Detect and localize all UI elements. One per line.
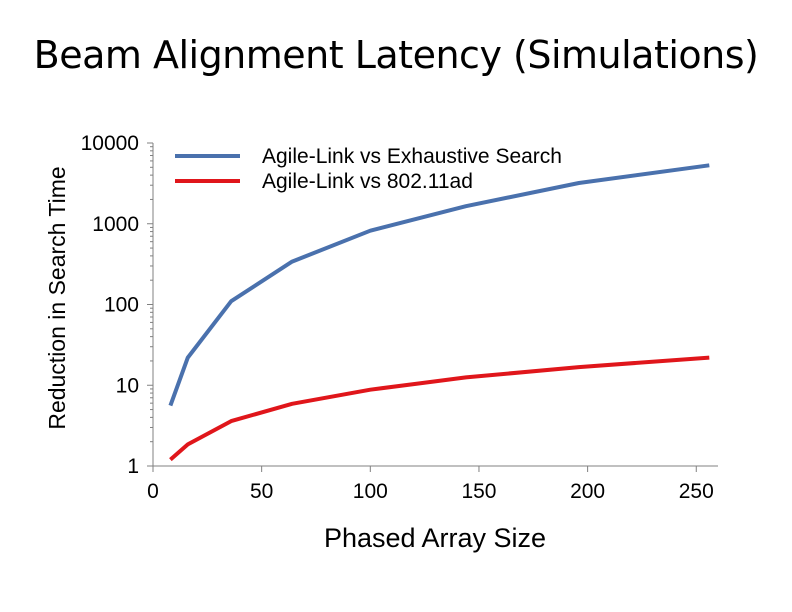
x-tick-label: 250 xyxy=(679,480,714,503)
x-axis-title: Phased Array Size xyxy=(324,523,546,553)
slide-title: Beam Alignment Latency (Simulations) xyxy=(33,33,759,77)
series-line-2 xyxy=(169,355,710,462)
y-tick-label: 100 xyxy=(104,294,139,317)
legend: Agile-Link vs Exhaustive SearchAgile-Lin… xyxy=(175,145,562,193)
x-tick-label: 0 xyxy=(147,480,159,503)
x-tick-label: 150 xyxy=(461,480,496,503)
y-axis-title: Reduction in Search Time xyxy=(44,166,70,429)
x-tick-label: 200 xyxy=(570,480,605,503)
series-line-1 xyxy=(168,163,710,407)
series-layer xyxy=(168,163,710,462)
y-tick-label: 10 xyxy=(116,374,139,397)
y-tick-label: 1000 xyxy=(92,213,139,236)
x-tick-label: 50 xyxy=(250,480,273,503)
x-tick-label: 100 xyxy=(353,480,388,503)
axis-ticks: 1 10 100 1000 10000 0 50 100 150 200 250 xyxy=(81,132,714,503)
legend-label-2: Agile-Link vs 802.11ad xyxy=(262,170,473,193)
y-tick-label: 1 xyxy=(127,455,139,478)
legend-label-1: Agile-Link vs Exhaustive Search xyxy=(262,145,562,168)
y-tick-label: 10000 xyxy=(81,132,139,155)
